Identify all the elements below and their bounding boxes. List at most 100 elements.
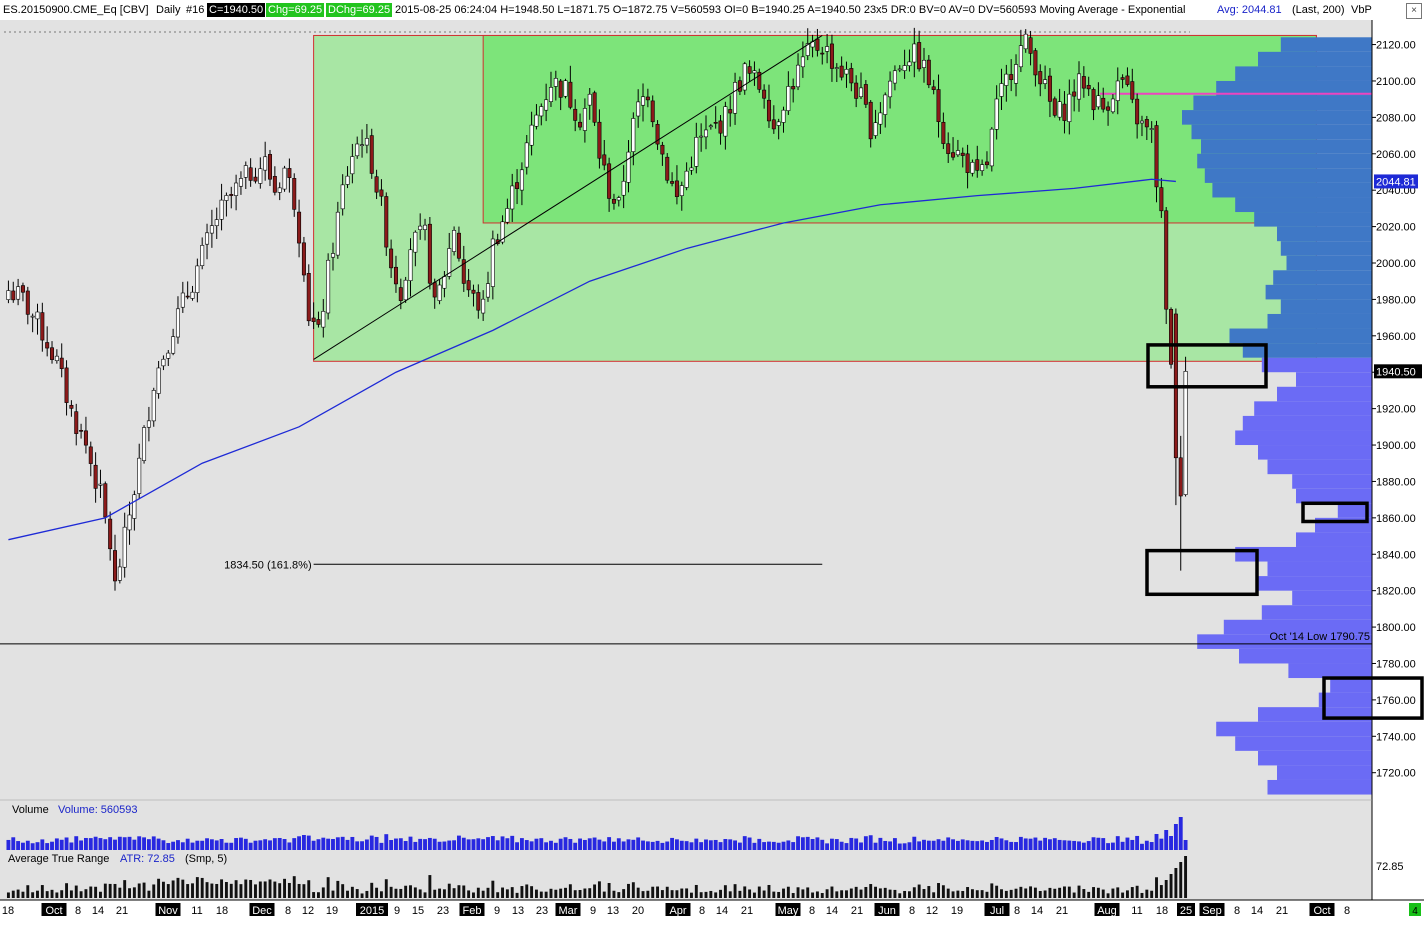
- candle-body: [234, 182, 239, 196]
- volume-bar: [718, 842, 723, 850]
- price-tick-label: 1980.00: [1376, 294, 1416, 306]
- volume-bar: [524, 840, 529, 850]
- atr-bar: [641, 891, 645, 898]
- last-price-box: [1374, 364, 1422, 379]
- volume-bar: [762, 842, 767, 850]
- volume-bar: [146, 839, 151, 850]
- candle-body: [960, 152, 965, 156]
- volume-bar: [466, 839, 471, 850]
- atr-bar: [244, 879, 248, 898]
- candle-body: [825, 46, 830, 52]
- candle-body: [878, 112, 883, 125]
- date-label-bg: [1309, 903, 1335, 916]
- vbp-bar: [1239, 648, 1372, 664]
- atr-bar: [321, 887, 325, 898]
- price-tick-label: 1740.00: [1376, 731, 1416, 743]
- atr-bar: [1058, 887, 1062, 898]
- atr-bar: [627, 883, 630, 898]
- candle-body: [1004, 73, 1009, 86]
- volume-bar: [151, 836, 156, 850]
- volume-bar: [1120, 841, 1125, 850]
- volume-bar: [713, 839, 718, 850]
- volume-bar: [413, 841, 418, 850]
- volume-bar: [737, 842, 742, 850]
- vbp-label: VbP: [1351, 4, 1372, 16]
- volume-bar: [684, 841, 689, 850]
- candle-body: [752, 70, 757, 74]
- volume-bar: [834, 839, 839, 850]
- atr-bar: [157, 878, 161, 898]
- candle-body: [11, 290, 16, 301]
- volume-bar: [326, 838, 331, 850]
- date-tick-label: 18: [1156, 905, 1168, 917]
- volume-bar: [200, 840, 205, 850]
- volume-bar: [771, 841, 776, 850]
- volume-bar: [490, 836, 495, 850]
- candle-body: [573, 108, 578, 121]
- candle-body: [156, 367, 161, 394]
- vbp-bar: [1261, 605, 1372, 620]
- candle-body: [161, 358, 166, 367]
- candle-body: [389, 248, 394, 269]
- volume-bar: [427, 837, 432, 850]
- volume-bar: [253, 840, 258, 850]
- volume-bar: [679, 840, 684, 850]
- candle-body: [393, 266, 398, 285]
- atr-bar: [1121, 892, 1125, 898]
- vbp-bar: [1261, 357, 1372, 373]
- volume-bar: [282, 839, 287, 850]
- candle-body: [1130, 81, 1135, 100]
- candle-body: [113, 550, 117, 582]
- volume-bar: [1038, 840, 1043, 850]
- candle-body: [432, 282, 437, 298]
- close-icon[interactable]: ×: [1406, 3, 1422, 19]
- volume-bar: [369, 835, 374, 850]
- candle-body: [578, 121, 583, 128]
- volume-bar: [1178, 817, 1183, 850]
- volume-bar: [558, 838, 563, 850]
- atr-bar: [1043, 890, 1047, 898]
- volume-bar: [912, 836, 917, 850]
- candle-body: [1067, 93, 1072, 123]
- volume-bar: [398, 838, 403, 850]
- volume-bar: [54, 838, 59, 850]
- date-tick-label: Jul: [990, 905, 1004, 917]
- candle-body: [723, 106, 728, 137]
- volume-bar: [863, 836, 868, 850]
- candle-body: [282, 167, 287, 190]
- candle-body: [873, 122, 878, 136]
- candle-body: [1164, 210, 1169, 310]
- volume-bar: [699, 842, 704, 850]
- vbp-bar: [1280, 241, 1372, 256]
- volume-bar: [1043, 837, 1048, 850]
- volume-bar: [268, 840, 272, 850]
- volume-bar: [335, 837, 340, 850]
- atr-bar: [60, 890, 64, 898]
- candle-body: [1062, 103, 1067, 121]
- atr-bar: [554, 889, 558, 898]
- vbp-bar: [1216, 80, 1372, 96]
- atr-bar: [268, 879, 272, 898]
- atr-bar: [559, 888, 563, 898]
- atr-bar: [486, 887, 490, 898]
- vbp-bar: [1258, 750, 1372, 766]
- atr-bar: [786, 886, 790, 898]
- date-tick-label: 18: [216, 905, 228, 917]
- volume-bar: [258, 840, 263, 850]
- volume-bar: [311, 840, 316, 850]
- atr-bar: [757, 886, 761, 898]
- volume-bar: [573, 842, 578, 850]
- date-tick-label: 8: [1344, 905, 1350, 917]
- date-label-bg: [555, 903, 581, 916]
- atr-bar: [1092, 887, 1095, 898]
- candle-body: [205, 232, 210, 245]
- candle-body: [447, 248, 452, 277]
- volume-bar: [689, 842, 694, 850]
- candle-body: [466, 280, 471, 291]
- atr-bar: [568, 884, 572, 898]
- candle-body: [941, 121, 946, 144]
- atr-bar: [302, 884, 306, 898]
- candle-body: [674, 180, 679, 197]
